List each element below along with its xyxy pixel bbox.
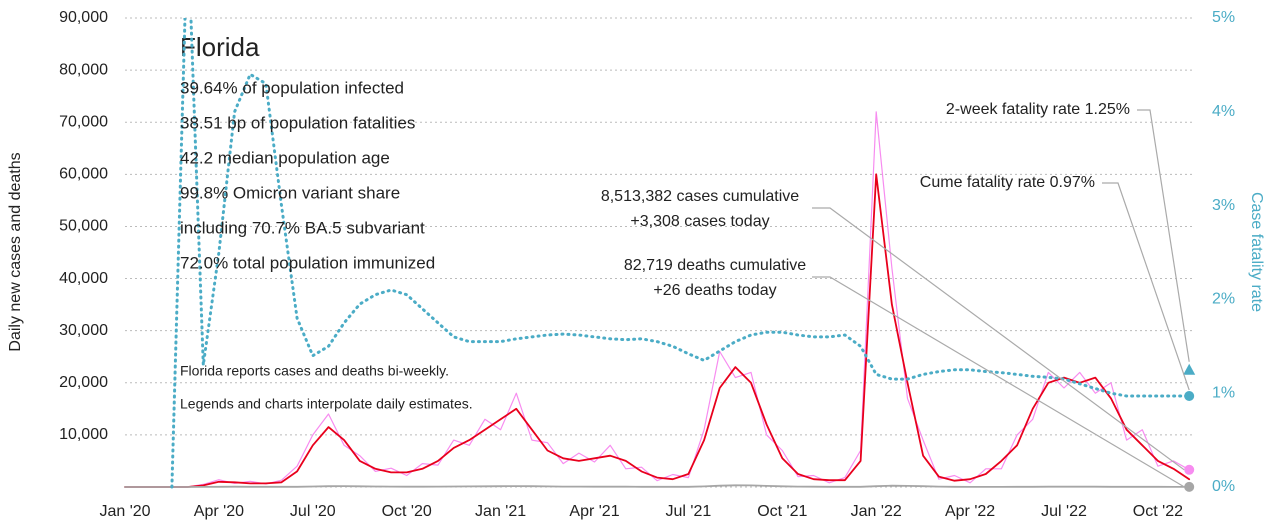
y-tick-label: 60,000 xyxy=(59,166,108,183)
plot xyxy=(124,18,1191,489)
annotation: 2-week fatality rate 1.25% xyxy=(946,101,1130,118)
x-tick-label: Apr '20 xyxy=(194,503,244,520)
y2-tick-label: 1% xyxy=(1212,384,1235,401)
stat-line: 38.51 bp of population fatalities xyxy=(180,113,415,132)
stat-line: 42.2 median population age xyxy=(180,148,390,167)
x-tick-label: Jan '21 xyxy=(475,503,526,520)
x-tick-label: Oct '20 xyxy=(382,503,432,520)
note: Legends and charts interpolate daily est… xyxy=(180,396,473,412)
end-marker xyxy=(1184,481,1195,492)
y-axis-label: Daily new cases and deaths xyxy=(7,152,24,351)
x-tick-label: Jan '20 xyxy=(99,503,150,520)
annotation: 82,719 deaths cumulative xyxy=(624,257,806,274)
leader-line xyxy=(812,207,1185,471)
y-tick-label: 30,000 xyxy=(59,322,108,339)
leader-line xyxy=(1137,109,1190,362)
y2-tick-label: 3% xyxy=(1212,197,1235,214)
leader-line xyxy=(812,276,1185,488)
y2-tick-label: 2% xyxy=(1212,291,1235,308)
x-tick-label: Apr '22 xyxy=(945,503,995,520)
stat-line: including 70.7% BA.5 subvariant xyxy=(180,218,425,237)
y-tick-label: 50,000 xyxy=(59,218,108,235)
leader-line xyxy=(1102,182,1190,391)
y-tick-label: 10,000 xyxy=(59,426,108,443)
x-tick-label: Jan '22 xyxy=(851,503,902,520)
end-marker xyxy=(1184,464,1195,475)
x-tick-label: Apr '21 xyxy=(569,503,619,520)
series-line xyxy=(124,111,1190,488)
stat-line: 39.64% of population infected xyxy=(180,78,404,97)
two-week-rate-marker xyxy=(1183,363,1196,375)
x-tick-label: Oct '21 xyxy=(757,503,807,520)
stat-line: 72.0% total population immunized xyxy=(180,253,435,272)
y-tick-label: 70,000 xyxy=(59,113,108,130)
annotation: +3,308 cases today xyxy=(630,213,769,230)
series-line xyxy=(170,18,1191,489)
y2-tick-label: 0% xyxy=(1212,478,1235,495)
x-tick-label: Oct '22 xyxy=(1133,503,1183,520)
y-tick-label: 90,000 xyxy=(59,9,108,26)
annotation: 8,513,382 cases cumulative xyxy=(601,188,799,205)
y-tick-label: 40,000 xyxy=(59,270,108,287)
grid xyxy=(125,17,1195,488)
x-tick-label: Jul '21 xyxy=(666,503,712,520)
annotation: Cume fatality rate 0.97% xyxy=(920,174,1095,191)
end-marker xyxy=(1184,391,1195,402)
y-tick-label: 20,000 xyxy=(59,374,108,391)
y2-tick-label: 4% xyxy=(1212,103,1235,120)
y2-tick-label: 5% xyxy=(1212,9,1235,26)
x-tick-label: Jul '22 xyxy=(1041,503,1087,520)
series-line xyxy=(124,484,1191,488)
series-line xyxy=(124,173,1191,488)
y-tick-label: 80,000 xyxy=(59,61,108,78)
stat-line: 99.8% Omicron variant share xyxy=(180,183,400,202)
annotation: +26 deaths today xyxy=(653,282,776,299)
x-tick-label: Jul '20 xyxy=(290,503,336,520)
note: Florida reports cases and deaths bi-week… xyxy=(180,363,449,379)
y2-axis-label: Case fatality rate xyxy=(1248,192,1265,312)
